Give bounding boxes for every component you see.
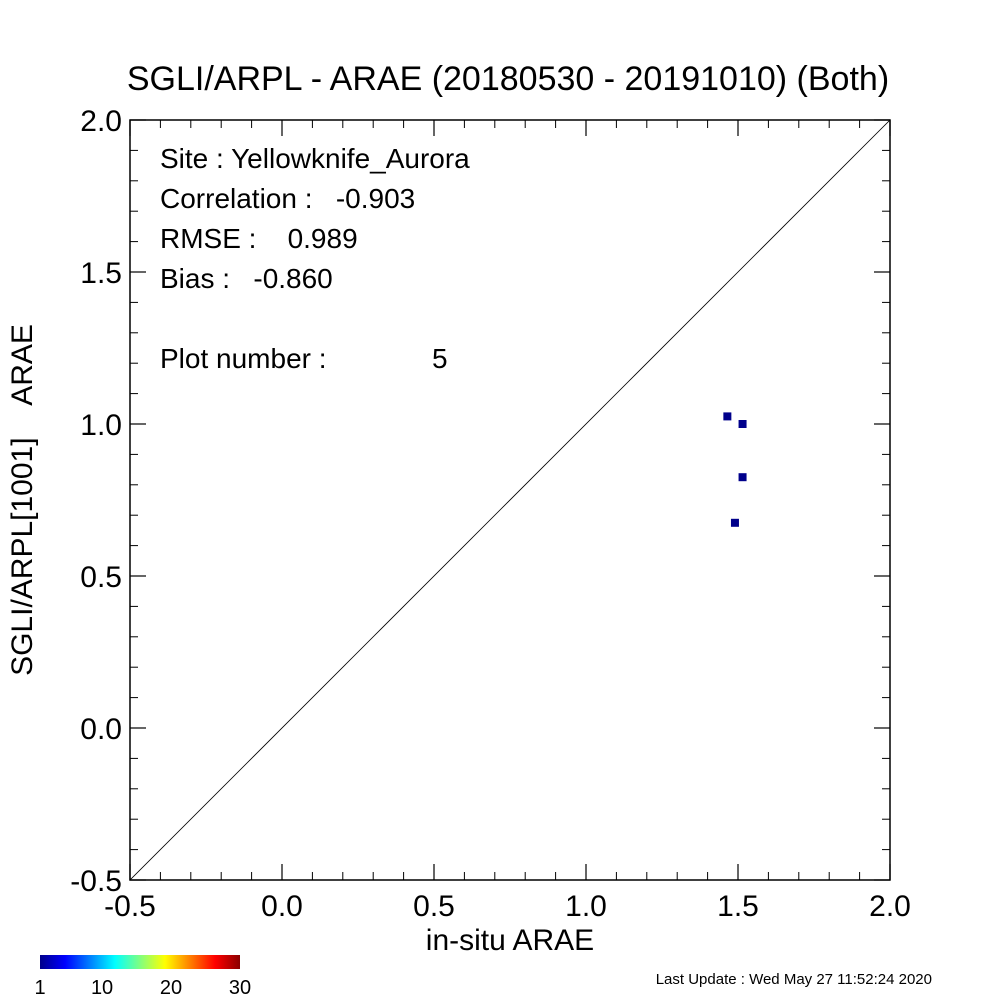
stat-site: Site : Yellowknife_Aurora bbox=[160, 143, 470, 174]
last-update-text: Last Update : Wed May 27 11:52:24 2020 bbox=[656, 971, 932, 988]
data-point bbox=[738, 473, 747, 482]
data-point bbox=[723, 412, 732, 421]
colorbar-gradient bbox=[40, 955, 240, 969]
y-tick-label: 0.5 bbox=[80, 561, 122, 594]
stat-correlation: Correlation : -0.903 bbox=[160, 183, 415, 214]
x-tick-label: 1.0 bbox=[565, 890, 607, 923]
colorbar-ticks: 1 10 20 30 bbox=[34, 977, 251, 999]
data-point bbox=[738, 420, 747, 428]
plot-area bbox=[129, 119, 891, 881]
y-tick-label: 1.0 bbox=[80, 409, 122, 442]
y-axis-label: SGLI/ARPL[1001] ARAE bbox=[6, 324, 39, 676]
y-tick-label: -0.5 bbox=[70, 865, 122, 898]
y-tick-label: 2.0 bbox=[80, 105, 122, 138]
stats-box: Site : Yellowknife_Aurora Correlation : … bbox=[160, 143, 470, 374]
data-point bbox=[730, 518, 739, 527]
one-to-one-line bbox=[130, 120, 890, 880]
stat-rmse: RMSE : 0.989 bbox=[160, 223, 358, 254]
colorbar-tick-label: 30 bbox=[229, 977, 251, 999]
x-tick-label: 0.0 bbox=[261, 890, 303, 923]
stat-plot-number-label: Plot number : bbox=[160, 343, 327, 374]
stat-bias: Bias : -0.860 bbox=[160, 263, 333, 294]
x-tick-labels: -0.5 0.0 0.5 1.0 1.5 2.0 bbox=[104, 890, 911, 923]
colorbar-tick-label: 20 bbox=[160, 977, 182, 999]
minor-ticks bbox=[130, 120, 890, 880]
y-tick-labels: -0.5 0.0 0.5 1.0 1.5 2.0 bbox=[70, 105, 122, 898]
y-tick-label: 1.5 bbox=[80, 257, 122, 290]
major-ticks bbox=[129, 119, 891, 881]
stat-plot-number-value: 5 bbox=[432, 343, 448, 374]
colorbar-tick-label: 1 bbox=[34, 977, 45, 999]
x-tick-label: 2.0 bbox=[869, 890, 911, 923]
x-tick-label: 0.5 bbox=[413, 890, 455, 923]
colorbar-tick-label: 10 bbox=[91, 977, 113, 999]
y-tick-label: 0.0 bbox=[80, 713, 122, 746]
chart-title: SGLI/ARPL - ARAE (20180530 - 20191010) (… bbox=[127, 60, 889, 98]
colorbar: 1 10 20 30 bbox=[34, 955, 251, 999]
data-points bbox=[723, 412, 747, 527]
x-tick-label: 1.5 bbox=[717, 890, 759, 923]
x-axis-label: in-situ ARAE bbox=[426, 924, 594, 957]
x-tick-label: -0.5 bbox=[104, 890, 156, 923]
